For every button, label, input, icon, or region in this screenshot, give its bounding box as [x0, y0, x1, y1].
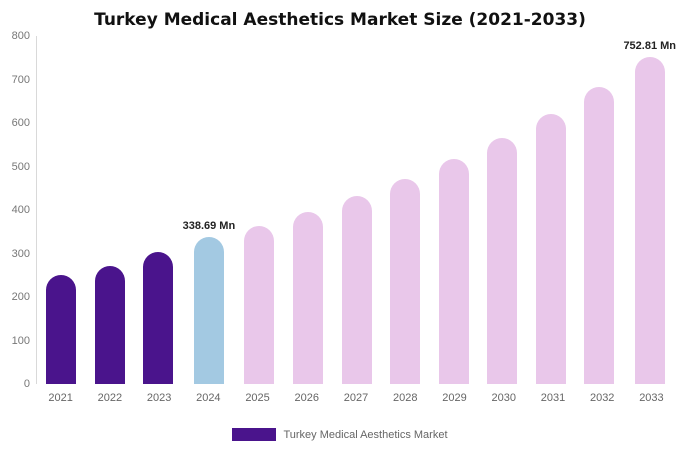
- x-tick-label: 2030: [491, 392, 516, 404]
- chart-title: Turkey Medical Aesthetics Market Size (2…: [94, 10, 586, 30]
- chart-area: 0 100 200 300 400 500 600 700 800 338.69 Mn 752.8…: [0, 30, 680, 404]
- bar-slot: [86, 36, 135, 384]
- bar-2021[interactable]: [46, 275, 77, 384]
- bar-2025[interactable]: [244, 226, 275, 384]
- bar-slot: [235, 36, 284, 384]
- x-tick-label: 2025: [245, 392, 270, 404]
- bar-2022[interactable]: [94, 265, 125, 384]
- legend-label: Turkey Medical Aesthetics Market: [283, 428, 448, 441]
- y-tick-label: 600: [11, 117, 30, 129]
- y-tick-label: 300: [11, 247, 30, 260]
- bar-slot: [526, 36, 575, 384]
- bar-slot: 752.81 Mn: [623, 36, 676, 384]
- y-tick-label: 500: [11, 160, 30, 173]
- x-tick-label: 2024: [196, 392, 221, 404]
- y-tick-label: 400: [11, 204, 30, 216]
- bar-2027[interactable]: [341, 196, 372, 384]
- y-tick-label: 100: [11, 334, 30, 347]
- bar-2029[interactable]: [438, 158, 469, 384]
- legend-swatch: [232, 428, 277, 441]
- x-tick-label: 2026: [294, 392, 320, 404]
- bar-2026[interactable]: [292, 212, 323, 384]
- x-tick-label: 2031: [540, 392, 566, 404]
- x-tick-label: 2021: [48, 392, 73, 404]
- bar-2024[interactable]: [193, 236, 224, 384]
- bar-2031[interactable]: [535, 114, 566, 384]
- bar-slot: [134, 36, 183, 384]
- bar-slot: [429, 36, 478, 384]
- bar-slot: [478, 36, 527, 384]
- plot-area: 338.69 Mn 752.81 Mn: [36, 36, 676, 384]
- bar-slot: [284, 36, 333, 384]
- x-tick-label: 2029: [442, 392, 467, 404]
- plot-column: 338.69 Mn 752.81 Mn 2021 2022 2023 2024 2025 2…: [36, 36, 676, 404]
- bar-value-label: 752.81 Mn: [623, 39, 677, 52]
- x-tick-label: 2027: [343, 392, 369, 404]
- bar-2033[interactable]: [634, 56, 665, 384]
- y-axis: 0 100 200 300 400 500 600 700 800: [6, 30, 36, 390]
- bar-2030[interactable]: [487, 137, 518, 384]
- y-tick-label: 700: [11, 73, 30, 86]
- bar-2028[interactable]: [390, 178, 421, 384]
- bar-2023[interactable]: [143, 252, 174, 384]
- bar-slot: 338.69 Mn: [182, 36, 236, 384]
- y-tick-label: 200: [11, 291, 30, 303]
- bar-slot: [381, 36, 430, 384]
- x-tick-label: 2023: [146, 392, 172, 404]
- legend: Turkey Medical Aesthetics Market: [0, 428, 680, 441]
- bar-slot: [332, 36, 381, 384]
- x-tick-label: 2022: [97, 392, 123, 404]
- y-tick-label: 800: [11, 30, 30, 42]
- bar-value-label: 338.69 Mn: [182, 219, 236, 232]
- bar-slot: [575, 36, 624, 384]
- bar-slot: [37, 36, 86, 384]
- bar-2032[interactable]: [584, 86, 615, 384]
- x-tick-label: 2028: [393, 392, 418, 404]
- x-tick-label: 2033: [639, 392, 664, 404]
- x-axis: 2021 2022 2023 2024 2025 2026 2027 2028 2029 2030…: [36, 392, 676, 404]
- x-tick-label: 2032: [589, 392, 615, 404]
- y-tick-label: 0: [23, 378, 30, 390]
